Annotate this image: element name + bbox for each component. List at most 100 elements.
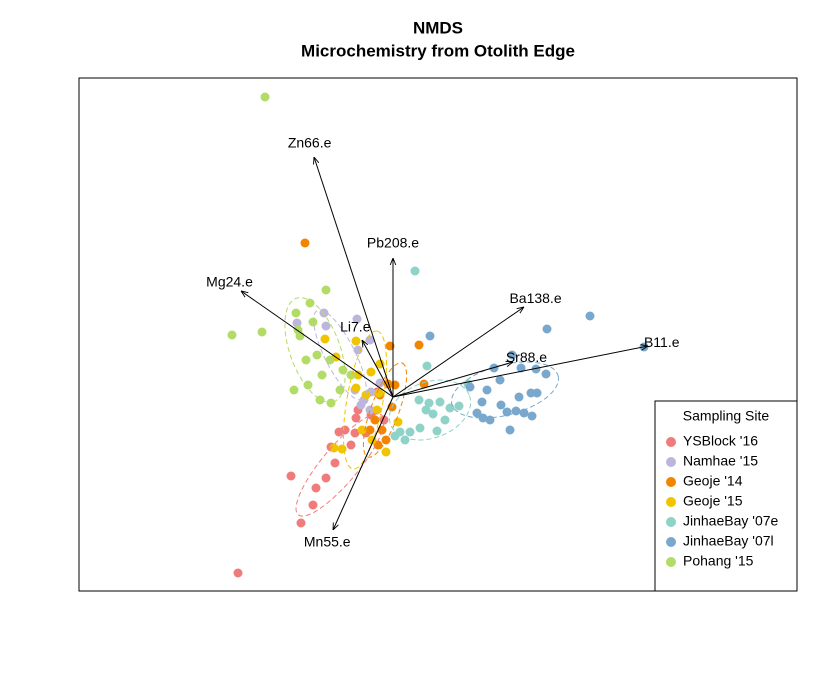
point: [373, 440, 383, 450]
vector-arrow: [392, 346, 648, 398]
confidence-ellipse: [343, 330, 387, 470]
point: [317, 370, 327, 380]
point: [485, 415, 495, 425]
point: [541, 369, 551, 379]
point: [351, 413, 361, 423]
point: [351, 336, 361, 346]
point: [286, 471, 296, 481]
vector-arrow: [392, 362, 513, 398]
legend-swatch: [666, 457, 676, 467]
point: [502, 407, 512, 417]
legend-swatch: [666, 517, 676, 527]
vector-arrow: [333, 396, 394, 530]
point: [428, 409, 438, 419]
point: [338, 365, 348, 375]
point: [511, 406, 521, 416]
point: [542, 324, 552, 334]
legend-label: Geoje '14: [683, 473, 743, 489]
point: [390, 380, 400, 390]
point: [300, 238, 310, 248]
point: [393, 417, 403, 427]
point: [312, 350, 322, 360]
point: [374, 388, 384, 398]
point: [496, 400, 506, 410]
point: [414, 340, 424, 350]
point: [301, 355, 311, 365]
vector-label: Zn66.e: [288, 134, 332, 150]
legend-label: JinhaeBay '07l: [683, 533, 774, 549]
point: [356, 400, 366, 410]
point: [435, 397, 445, 407]
point: [478, 413, 488, 423]
point: [308, 500, 318, 510]
point: [415, 423, 425, 433]
point: [325, 355, 335, 365]
point: [370, 415, 380, 425]
legend-label: Geoje '15: [683, 493, 743, 509]
point: [400, 435, 410, 445]
point: [357, 425, 367, 435]
point: [305, 298, 315, 308]
point: [414, 395, 424, 405]
legend-swatch: [666, 497, 676, 507]
point: [350, 428, 360, 438]
point: [477, 397, 487, 407]
vector-label: Sr88.e: [506, 349, 547, 365]
point: [377, 425, 387, 435]
point: [445, 403, 455, 413]
point: [260, 92, 270, 102]
point: [365, 425, 375, 435]
point: [505, 425, 515, 435]
point: [422, 361, 432, 371]
point: [385, 341, 395, 351]
point: [346, 440, 356, 450]
confidence-ellipse: [295, 413, 385, 517]
point: [405, 427, 415, 437]
legend-label: YSBlock '16: [683, 433, 758, 449]
point: [421, 405, 431, 415]
point: [353, 370, 363, 380]
point: [482, 385, 492, 395]
point: [372, 405, 382, 415]
point: [410, 266, 420, 276]
point: [351, 383, 361, 393]
legend-swatch: [666, 557, 676, 567]
point: [289, 385, 299, 395]
vector-label: B11.e: [644, 334, 680, 350]
point: [303, 380, 313, 390]
confidence-ellipse: [388, 379, 472, 441]
point: [531, 364, 541, 374]
point: [472, 408, 482, 418]
point: [375, 359, 385, 369]
vector-label: Mg24.e: [206, 274, 253, 290]
point: [321, 473, 331, 483]
point: [361, 390, 371, 400]
point: [514, 392, 524, 402]
point: [337, 444, 347, 454]
point: [390, 431, 400, 441]
point: [585, 311, 595, 321]
point: [296, 518, 306, 528]
point: [425, 331, 435, 341]
vector-arrow: [362, 340, 394, 398]
point: [335, 385, 345, 395]
legend-swatch: [666, 477, 676, 487]
point: [383, 379, 393, 389]
point: [352, 314, 362, 324]
plot-frame: [78, 77, 798, 592]
legend-label: JinhaeBay '07e: [683, 513, 779, 529]
point: [424, 398, 434, 408]
vector-label: Mn55.e: [304, 533, 351, 549]
legend-swatch: [666, 437, 676, 447]
confidence-ellipse: [284, 297, 346, 403]
vector-label: Pb208.e: [367, 235, 419, 251]
point: [454, 401, 464, 411]
point: [292, 318, 302, 328]
point: [321, 321, 331, 331]
legend-label: Namhae '15: [683, 453, 758, 469]
point: [329, 443, 339, 453]
vector-label: Ba138.e: [509, 290, 561, 306]
point: [519, 408, 529, 418]
point: [432, 426, 442, 436]
point: [326, 398, 336, 408]
